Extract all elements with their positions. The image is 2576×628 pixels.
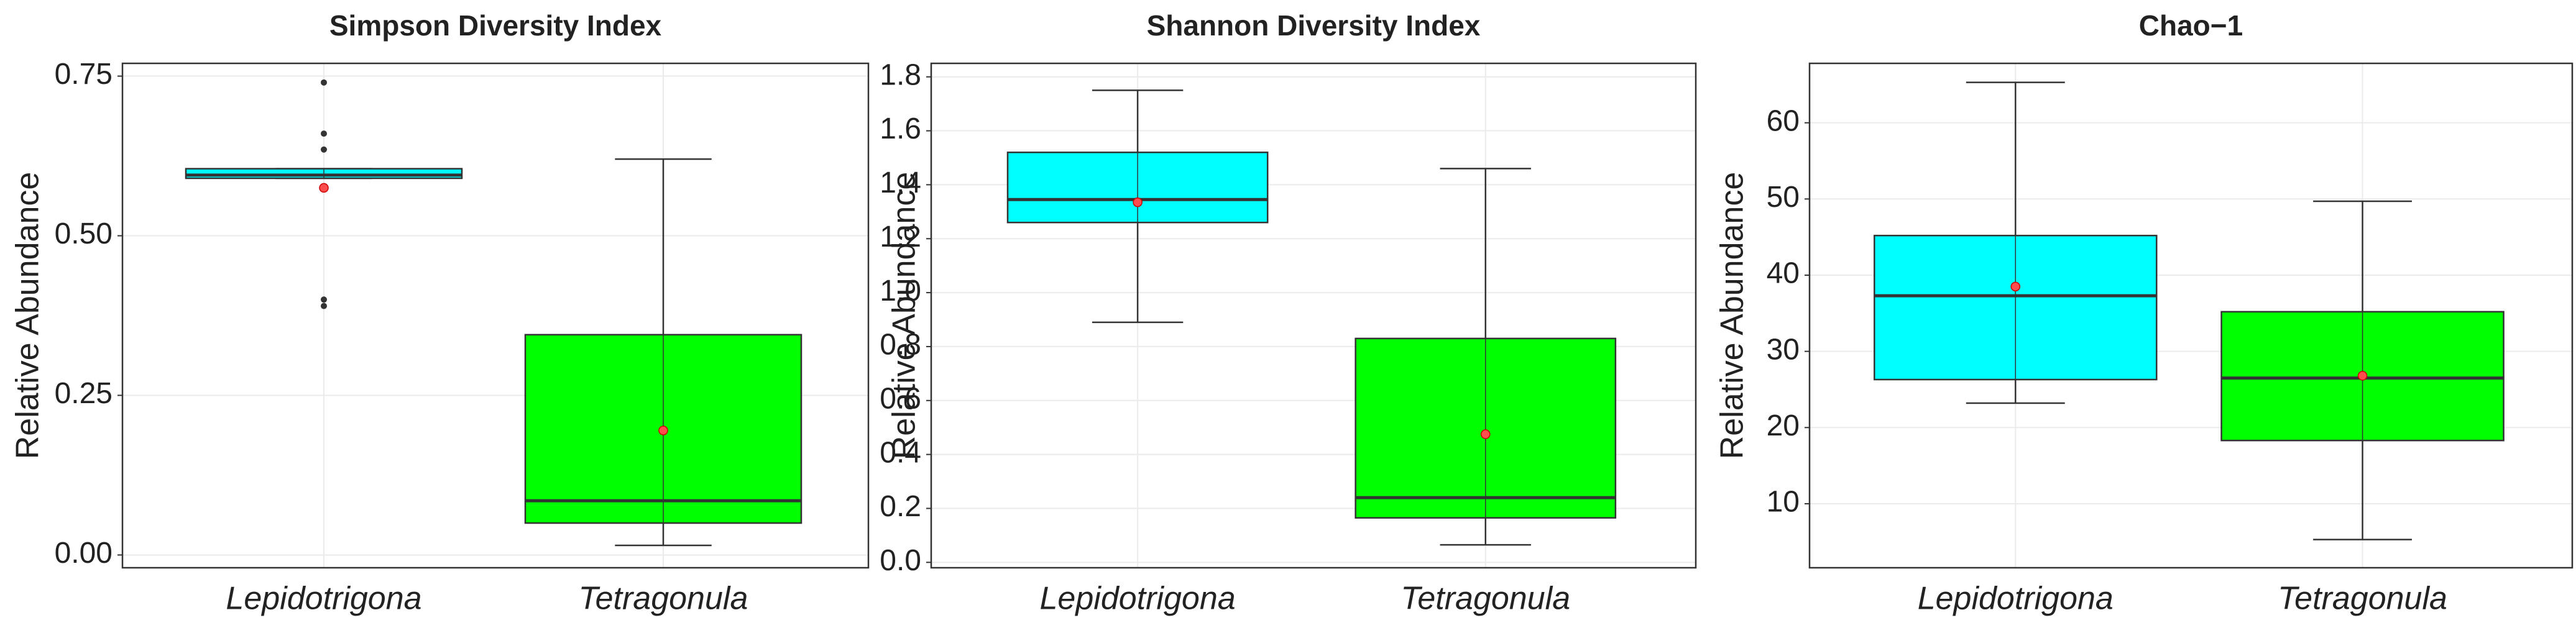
y-tick-label: 50 (1767, 181, 1800, 214)
x-tick-label: Lepidotrigona (1918, 581, 2114, 617)
outlier (321, 130, 327, 137)
y-tick-label: 1.4 (880, 166, 921, 199)
mean (2010, 281, 2021, 292)
mean (658, 425, 668, 435)
y-tick-label: 0.0 (880, 544, 921, 577)
y-tick-label: 0.6 (880, 382, 921, 415)
y-tick-label: 0.2 (880, 490, 921, 523)
plot-frame (930, 62, 1697, 569)
y-tick-label: 60 (1767, 104, 1800, 137)
y-tick-label: 1.8 (880, 58, 921, 91)
x-tick-label: Tetragonula (1401, 581, 1570, 617)
x-tick-label: Lepidotrigona (1040, 581, 1236, 617)
y-tick-label: 1.0 (880, 275, 921, 307)
outlier (321, 296, 327, 303)
y-tick-label: 1.6 (880, 112, 921, 145)
chart-title: Chao−1 (2139, 9, 2243, 42)
mean (1133, 197, 1143, 207)
outlier (321, 79, 327, 86)
y-tick-label: 0.00 (55, 537, 113, 570)
y-tick-label: 30 (1767, 333, 1800, 366)
x-tick-label: Tetragonula (579, 581, 748, 617)
plot-frame (1808, 62, 2574, 569)
y-axis-label: Relative Abundance (886, 172, 922, 460)
outlier (321, 303, 327, 309)
y-tick-label: 20 (1767, 409, 1800, 442)
y-tick-label: 0.50 (55, 217, 113, 250)
chart-title: Simpson Diversity Index (329, 9, 662, 42)
y-tick-label: 0.4 (880, 436, 921, 469)
mean (1481, 429, 1491, 439)
x-tick-label: Lepidotrigona (226, 581, 421, 617)
plot-frame (121, 62, 870, 569)
y-tick-label: 10 (1767, 486, 1800, 519)
mean (319, 183, 329, 193)
chart-title: Shannon Diversity Index (1147, 9, 1481, 42)
y-tick-label: 0.8 (880, 329, 921, 362)
mean (2357, 371, 2368, 381)
y-tick-label: 1.2 (880, 221, 921, 253)
y-tick-label: 40 (1767, 257, 1800, 290)
y-tick-label: 0.75 (55, 58, 113, 91)
x-tick-label: Tetragonula (2278, 581, 2447, 617)
y-axis-label: Relative Abundance (10, 172, 46, 460)
outlier (321, 146, 327, 153)
y-axis-label: Relative Abundance (1714, 172, 1750, 460)
y-tick-label: 0.25 (55, 377, 113, 410)
